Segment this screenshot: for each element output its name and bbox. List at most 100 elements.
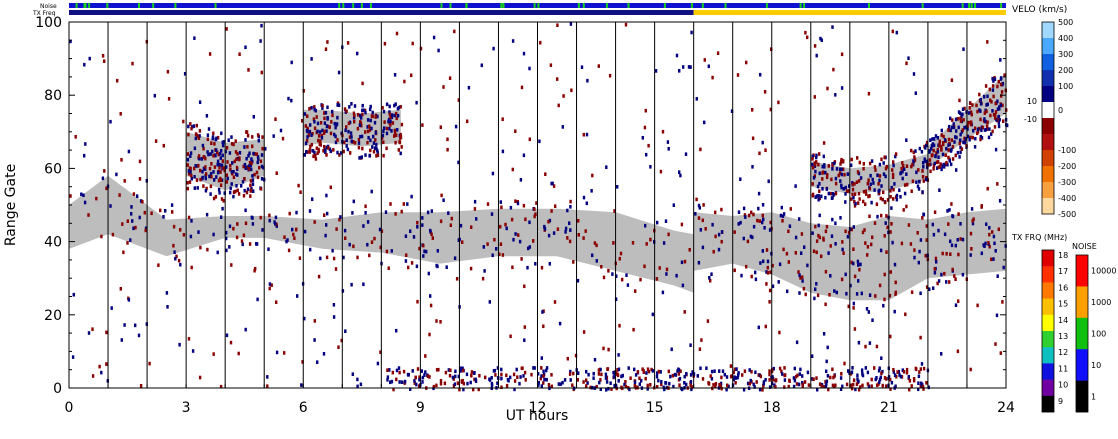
echo-cell	[889, 387, 892, 391]
echo-cell	[136, 194, 139, 198]
echo-cell	[504, 222, 507, 227]
echo-cell	[680, 222, 684, 227]
x-tick-label: 18	[763, 400, 781, 416]
echo-cell	[323, 144, 326, 149]
echo-cell	[822, 332, 826, 336]
echo-cell	[683, 310, 686, 314]
echo-cell	[207, 152, 210, 157]
echo-cell	[105, 186, 108, 191]
echo-cell	[645, 371, 648, 375]
echo-cell	[921, 384, 925, 389]
echo-cell	[439, 379, 443, 383]
echo-cell	[162, 143, 165, 148]
echo-cell	[585, 369, 588, 374]
velocity-tick-label: 0	[1058, 106, 1063, 115]
echo-cell	[851, 192, 854, 197]
noise-tick-label: 1000	[1091, 298, 1111, 307]
echo-cell	[659, 370, 662, 374]
echo-cell	[983, 94, 986, 99]
echo-cell	[850, 163, 853, 168]
echo-cell	[845, 291, 848, 296]
echo-cell	[210, 175, 213, 179]
echo-cell	[838, 167, 842, 171]
echo-cell	[898, 188, 901, 192]
echo-cell	[892, 187, 895, 192]
echo-cell	[994, 110, 998, 114]
echo-cell	[534, 212, 537, 216]
echo-cell	[857, 387, 861, 392]
echo-cell	[582, 195, 586, 200]
echo-cell	[650, 367, 653, 372]
echo-cell	[187, 132, 190, 137]
echo-cell	[376, 361, 380, 366]
echo-cell	[371, 145, 374, 149]
echo-cell	[814, 287, 817, 291]
echo-cell	[815, 250, 818, 255]
echo-cell	[582, 236, 585, 240]
echo-cell	[642, 370, 645, 374]
echo-cell	[994, 249, 997, 253]
echo-cell	[834, 93, 837, 97]
echo-cell	[645, 242, 648, 246]
echo-cell	[550, 209, 553, 213]
echo-cell	[306, 129, 309, 134]
echo-cell	[360, 134, 364, 139]
echo-cell	[607, 386, 610, 391]
echo-cell	[646, 383, 649, 388]
echo-cell	[247, 154, 250, 158]
echo-cell	[325, 223, 328, 227]
echo-cell	[900, 241, 904, 246]
echo-cell	[920, 381, 923, 386]
echo-cell	[853, 200, 856, 204]
echo-cell	[991, 109, 994, 113]
echo-cell	[850, 370, 854, 375]
echo-cell	[766, 265, 769, 270]
echo-cell	[850, 157, 853, 162]
echo-cell	[660, 382, 663, 387]
echo-cell	[757, 191, 761, 196]
echo-cell	[777, 100, 780, 105]
echo-cell	[947, 222, 950, 226]
echo-cell	[576, 378, 579, 382]
echo-cell	[202, 166, 206, 171]
echo-cell	[350, 102, 353, 106]
echo-cell	[852, 195, 855, 200]
echo-cell	[301, 360, 304, 364]
echo-cell	[259, 39, 262, 43]
echo-cell	[207, 127, 211, 131]
echo-cell	[928, 287, 931, 291]
echo-cell	[661, 129, 665, 134]
echo-cell	[383, 41, 387, 46]
echo-cell	[87, 213, 90, 217]
echo-cell	[165, 291, 169, 295]
echo-cell	[391, 121, 395, 125]
echo-cell	[828, 293, 831, 297]
echo-cell	[542, 374, 545, 378]
echo-cell	[214, 137, 217, 142]
echo-cell	[870, 159, 874, 163]
echo-cell	[919, 238, 923, 242]
echo-cell	[308, 129, 312, 134]
echo-cell	[385, 249, 389, 254]
echo-cell	[374, 130, 377, 135]
echo-cell	[959, 150, 962, 155]
echo-cell	[493, 368, 497, 373]
echo-cell	[761, 213, 764, 218]
echo-cell	[891, 240, 894, 245]
echo-cell	[470, 370, 474, 374]
echo-cell	[313, 338, 316, 342]
echo-cell	[428, 375, 431, 379]
echo-cell	[999, 103, 1002, 108]
echo-cell	[310, 57, 313, 61]
echo-cell	[940, 352, 943, 356]
echo-cell	[228, 224, 232, 229]
echo-cell	[827, 387, 830, 392]
echo-cell	[232, 142, 235, 147]
echo-cell	[970, 207, 974, 211]
echo-cell	[815, 155, 818, 160]
echo-cell	[955, 168, 958, 172]
echo-cell	[908, 387, 911, 392]
echo-cell	[411, 41, 414, 46]
echo-cell	[935, 160, 939, 165]
echo-cell	[252, 189, 255, 193]
